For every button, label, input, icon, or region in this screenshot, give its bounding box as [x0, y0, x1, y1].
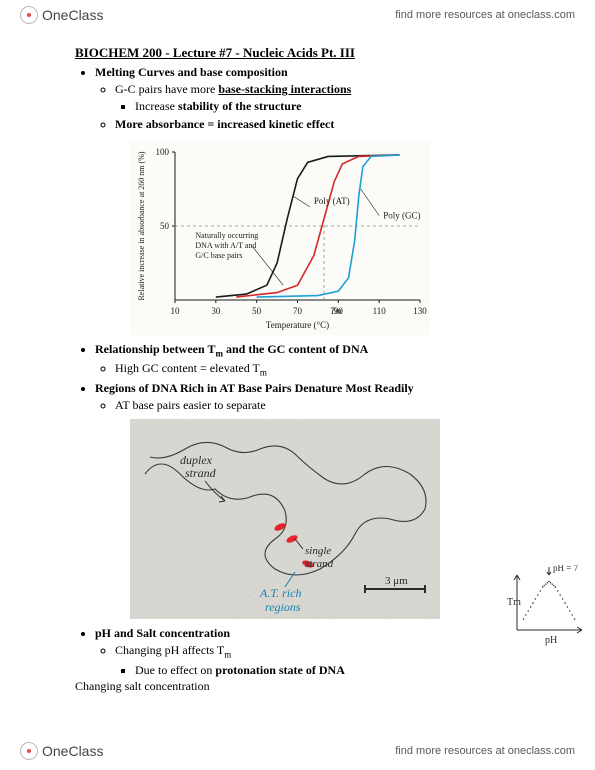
svg-text:regions: regions [265, 600, 301, 614]
bullet-high-gc: High GC content = elevated Tm [115, 360, 535, 379]
chart-svg: 103050709011013050100Temperature (°C)Rel… [130, 140, 430, 335]
notes-list-2: Relationship between Tm and the GC conte… [75, 341, 535, 413]
svg-text:100: 100 [156, 147, 170, 157]
svg-text:DNA with A/T and: DNA with A/T and [195, 241, 256, 250]
text: m [215, 348, 223, 358]
brand-logo: OneClass [20, 6, 103, 24]
text: Melting Curves and base composition [95, 65, 288, 79]
micrograph-svg: duplexstrandsinglestrandA.T. richregions… [130, 419, 440, 619]
svg-text:Temperature (°C): Temperature (°C) [266, 320, 329, 330]
svg-text:pH: pH [545, 635, 557, 646]
bullet-melting: Melting Curves and base composition G-C … [95, 64, 535, 132]
top-bar: OneClass find more resources at oneclass… [0, 0, 595, 30]
text: Regions of DNA Rich in AT Base Pairs Den… [95, 381, 414, 395]
resources-link[interactable]: find more resources at oneclass.com [395, 9, 575, 21]
text: Due to effect on [135, 663, 215, 677]
svg-text:Tm: Tm [507, 597, 521, 608]
svg-text:duplex: duplex [180, 453, 213, 467]
svg-text:130: 130 [413, 306, 427, 316]
svg-text:strand: strand [185, 466, 217, 480]
svg-text:single: single [305, 545, 331, 557]
svg-text:Tm: Tm [330, 306, 342, 316]
svg-text:110: 110 [373, 306, 387, 316]
text: G-C pairs have more [115, 82, 218, 96]
brand-text: OneClass [42, 743, 103, 759]
text: Changing pH affects T [115, 643, 224, 657]
notes-list-3: pH and Salt concentration Changing pH af… [75, 625, 535, 678]
svg-text:30: 30 [211, 306, 221, 316]
svg-text:3 μm: 3 μm [385, 575, 408, 587]
bullet-protonation: Due to effect on protonation state of DN… [135, 662, 535, 678]
text: stability of the structure [178, 99, 301, 113]
bullet-gc-stacking: G-C pairs have more base-stacking intera… [115, 81, 535, 114]
logo-icon [20, 6, 38, 24]
svg-text:10: 10 [171, 306, 181, 316]
text: Increase [135, 99, 178, 113]
sketch-svg: pH = 7 Tm pH [507, 565, 587, 650]
svg-text:70: 70 [293, 306, 303, 316]
text: pH and Salt concentration [95, 626, 230, 640]
text: m [224, 650, 231, 660]
svg-text:50: 50 [160, 221, 170, 231]
bullet-ph-tm: Changing pH affects Tm Due to effect on … [115, 642, 535, 678]
bullet-salt-tail: Changing salt concentration [75, 679, 535, 694]
notes-list: Melting Curves and base composition G-C … [75, 64, 535, 132]
bullet-tm-gc: Relationship between Tm and the GC conte… [95, 341, 535, 379]
svg-text:Relative increase in absorbanc: Relative increase in absorbance at 260 n… [137, 151, 146, 300]
svg-text:Naturally occurring: Naturally occurring [195, 231, 258, 240]
svg-text:Poly (GC): Poly (GC) [383, 210, 420, 220]
ph-tm-sketch: pH = 7 Tm pH [507, 565, 587, 650]
brand-logo-footer: OneClass [20, 742, 103, 760]
svg-text:strand: strand [305, 558, 334, 570]
bullet-at-separate: AT base pairs easier to separate [115, 397, 535, 413]
svg-text:Poly (AT): Poly (AT) [314, 196, 350, 206]
bullet-stability: Increase stability of the structure [135, 98, 535, 114]
text: More absorbance = increased kinetic effe… [115, 117, 334, 131]
text: and the GC content of DNA [223, 342, 368, 356]
svg-text:G/C base pairs: G/C base pairs [195, 251, 242, 260]
svg-text:pH = 7: pH = 7 [553, 565, 579, 573]
resources-link-footer[interactable]: find more resources at oneclass.com [395, 745, 575, 757]
melting-curve-chart: 103050709011013050100Temperature (°C)Rel… [130, 140, 430, 335]
logo-icon [20, 742, 38, 760]
svg-text:A.T. rich: A.T. rich [259, 586, 301, 600]
svg-text:50: 50 [252, 306, 262, 316]
document-body: BIOCHEM 200 - Lecture #7 - Nucleic Acids… [0, 30, 595, 694]
text: base-stacking interactions [218, 82, 351, 96]
bottom-bar: OneClass find more resources at oneclass… [0, 736, 595, 766]
brand-text: OneClass [42, 7, 103, 23]
bullet-absorbance: More absorbance = increased kinetic effe… [115, 116, 535, 132]
text: m [260, 368, 267, 378]
dna-micrograph: duplexstrandsinglestrandA.T. richregions… [130, 419, 440, 619]
text: High GC content = elevated T [115, 361, 260, 375]
text: Relationship between T [95, 342, 215, 356]
text: protonation state of DNA [215, 663, 344, 677]
page-title: BIOCHEM 200 - Lecture #7 - Nucleic Acids… [75, 45, 535, 61]
bullet-ph-salt: pH and Salt concentration Changing pH af… [95, 625, 535, 678]
bullet-at-denature: Regions of DNA Rich in AT Base Pairs Den… [95, 380, 535, 413]
